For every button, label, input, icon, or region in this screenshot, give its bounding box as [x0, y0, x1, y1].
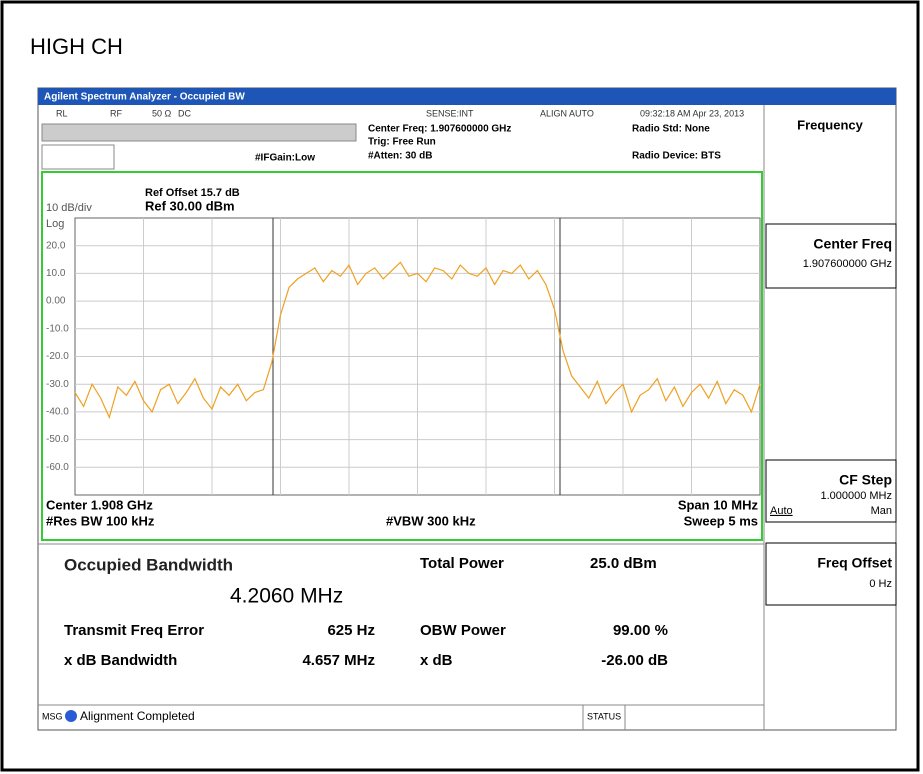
result-field: 625 Hz	[327, 622, 375, 639]
y-tick-label: -20.0	[46, 351, 69, 362]
status-label: STATUS	[587, 711, 621, 721]
status-box	[41, 144, 115, 170]
page-title: HIGH CH	[30, 34, 123, 59]
trig: Trig: Free Run	[368, 137, 436, 148]
trace	[74, 261, 761, 420]
radio-std: Radio Std: None	[632, 124, 710, 135]
y-tick-label: -30.0	[46, 379, 69, 390]
results-rows: Transmit Freq Error 625 Hz OBW Power 99.00 …	[64, 622, 668, 669]
result-field: OBW Power	[420, 622, 506, 639]
scale: 10 dB/div	[46, 202, 92, 214]
softkey-value: 0 Hz	[869, 578, 892, 590]
result-field: Transmit Freq Error	[64, 622, 204, 639]
title-bar	[38, 88, 896, 105]
y-tick-label: 10.0	[46, 268, 66, 279]
ref-level: Ref 30.00 dBm	[145, 198, 235, 213]
if-gain: #IFGain:Low	[255, 153, 315, 164]
result-field: x dB	[420, 652, 453, 669]
res-bw: #Res BW 100 kHz	[46, 513, 155, 528]
msg: MSG	[42, 711, 63, 721]
y-tick-label: -10.0	[46, 323, 69, 334]
y-tick-label: 20.0	[46, 240, 66, 251]
status-field: 50 Ω	[152, 108, 172, 118]
status-field: RL	[56, 108, 68, 118]
status-field: DC	[178, 108, 191, 118]
softkey-value: 1.907600000 GHz	[803, 258, 892, 270]
center: Center 1.908 GHz	[46, 497, 153, 512]
status-field: 09:32:18 AM Apr 23, 2013	[640, 108, 744, 118]
result-field: x dB Bandwidth	[64, 652, 177, 669]
result-field: -26.00 dB	[601, 652, 668, 669]
results-title: Occupied Bandwidth	[64, 555, 233, 574]
status-field: SENSE:INT	[426, 108, 474, 118]
softkey-option: Auto	[770, 505, 793, 517]
status-row: RL RF 50 Ω DC SENSE:INT ALIGN AUTO 09:32:18 AM…	[56, 108, 744, 118]
softkey-value: 1.000000 MHz	[820, 490, 892, 502]
atten: #Atten: 30 dB	[368, 151, 432, 162]
menu-title: Frequency	[797, 117, 864, 132]
info-icon	[65, 710, 77, 722]
vbw: #VBW 300 kHz	[386, 513, 476, 528]
result-field: 99.00 %	[613, 622, 668, 639]
y-tick-label: 0.00	[46, 296, 66, 307]
plot: 20.0 10.0 0.00 -10.0 -20.0 -30.0 -40.0 -50.0 -60…	[46, 217, 761, 496]
status-field: RF	[110, 108, 122, 118]
y-tick-label: -50.0	[46, 434, 69, 445]
scale-type: Log	[46, 218, 64, 230]
radio-device: Radio Device: BTS	[632, 151, 721, 162]
softkey-option: Man	[871, 505, 892, 517]
ref-offset: Ref Offset 15.7 dB	[145, 187, 240, 199]
total-power: 25.0 dBm	[590, 555, 657, 572]
sweep: Sweep 5 ms	[684, 513, 758, 528]
obw-value: 4.2060 MHz	[230, 585, 343, 608]
softkey-label: Freq Offset	[817, 555, 892, 571]
y-tick-label: -40.0	[46, 407, 69, 418]
y-tick-label: -60.0	[46, 462, 69, 473]
softkey-freq-offset[interactable]	[765, 542, 897, 606]
window-title: Agilent Spectrum Analyzer - Occupied BW	[44, 92, 245, 103]
total-power-label: Total Power	[420, 555, 504, 572]
softkey-center-freq[interactable]	[765, 223, 897, 289]
center-freq: Center Freq: 1.907600000 GHz	[368, 124, 511, 135]
span: Span 10 MHz	[678, 497, 759, 512]
status-text: Alignment Completed	[80, 709, 195, 723]
softkey-cf-step[interactable]	[765, 459, 897, 523]
result-field: 4.657 MHz	[302, 652, 375, 669]
softkey-label: CF Step	[839, 472, 892, 488]
softkey-label: Center Freq	[813, 236, 892, 252]
status-box	[41, 123, 357, 142]
status-field: ALIGN AUTO	[540, 108, 594, 118]
